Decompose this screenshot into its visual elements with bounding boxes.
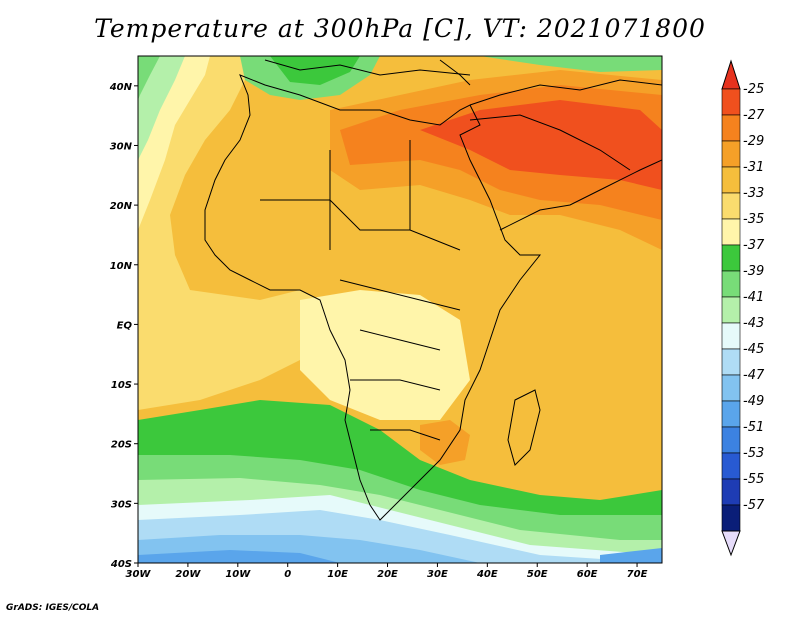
- lon-tick-label: 10W: [225, 569, 251, 580]
- lat-tick-label: 10S: [111, 380, 132, 391]
- lat-tick-label: 20N: [110, 201, 133, 212]
- lon-tick-label: 10E: [327, 569, 348, 580]
- colorbar-swatch: [721, 426, 741, 454]
- lon-tick-label: 70E: [627, 569, 648, 580]
- colorbar-swatch: [721, 88, 741, 116]
- colorbar-label: -43: [743, 316, 764, 331]
- colorbar-swatch: [721, 478, 741, 506]
- colorbar-top-arrow: [721, 59, 741, 90]
- colorbar-label: -31: [743, 160, 764, 175]
- colorbar-label: -51: [743, 420, 764, 435]
- colorbar-label: -27: [743, 108, 765, 123]
- colorbar-label: -57: [743, 498, 765, 513]
- colorbar-swatch: [721, 114, 741, 142]
- colorbar-label: -37: [743, 238, 765, 253]
- colorbar-swatch: [721, 322, 741, 350]
- colorbar-swatch: [721, 504, 741, 532]
- colorbar-label: -47: [743, 368, 765, 383]
- colorbar-swatch: [721, 218, 741, 246]
- lat-tick-label: 40S: [110, 559, 132, 570]
- lon-tick-label: 20W: [175, 569, 201, 580]
- colorbar-label: -33: [743, 186, 764, 201]
- lon-tick-label: 40E: [476, 569, 498, 580]
- colorbar-label: -29: [743, 134, 764, 149]
- lon-tick-label: 30W: [126, 569, 152, 580]
- lon-tick-label: 30E: [427, 569, 448, 580]
- latitude-axis: 40N 30N 20N 10N EQ 10S 20S 30S 40S: [109, 82, 138, 570]
- map-frame: [137, 55, 663, 564]
- colorbar-swatch: [721, 452, 741, 480]
- lon-tick-label: 0: [284, 569, 291, 580]
- colorbar-swatch: [721, 166, 741, 194]
- grads-credit: GrADS: IGES/COLA: [6, 603, 100, 613]
- colorbar-label: -35: [743, 212, 764, 227]
- colorbar-swatch: [721, 348, 741, 376]
- colorbar-label: -41: [743, 290, 764, 305]
- colorbar-swatch: [721, 400, 741, 428]
- map-title: Temperature at 300hPa [C], VT: 202107180…: [94, 14, 706, 43]
- colorbar-label: -53: [743, 446, 764, 461]
- colorbar-swatch: [721, 244, 741, 272]
- lat-tick-label: 30N: [110, 141, 133, 152]
- colorbar-swatch: [721, 270, 741, 298]
- lat-tick-label: 40N: [109, 82, 133, 93]
- lon-tick-label: 60E: [577, 569, 598, 580]
- colorbar-swatch: [721, 374, 741, 402]
- temperature-field: [138, 56, 662, 563]
- colorbar-swatch: [721, 192, 741, 220]
- lat-tick-label: 30S: [111, 499, 132, 510]
- colorbar-label: -49: [743, 394, 764, 409]
- lon-tick-label: 20E: [377, 569, 398, 580]
- colorbar: -25 -27 -29 -31 -33 -35 -37 -39 -41 -43 -45 -47 -49 -…: [721, 59, 765, 557]
- colorbar-label: -55: [743, 472, 764, 487]
- lon-tick-label: 50E: [527, 569, 548, 580]
- colorbar-label: -45: [743, 342, 764, 357]
- longitude-axis: 30W 20W 10W 0 10E 20E 30E 40E 50E 60E 70E: [126, 563, 648, 580]
- colorbar-label: -25: [743, 82, 764, 97]
- lat-tick-label: EQ: [117, 320, 133, 331]
- colorbar-bottom-arrow: [721, 530, 741, 557]
- colorbar-label: -39: [743, 264, 764, 279]
- coastlines: [204, 59, 662, 521]
- lat-tick-label: 20S: [111, 440, 132, 451]
- lat-tick-label: 10N: [110, 261, 133, 272]
- colorbar-swatch: [721, 140, 741, 168]
- colorbar-swatch: [721, 296, 741, 324]
